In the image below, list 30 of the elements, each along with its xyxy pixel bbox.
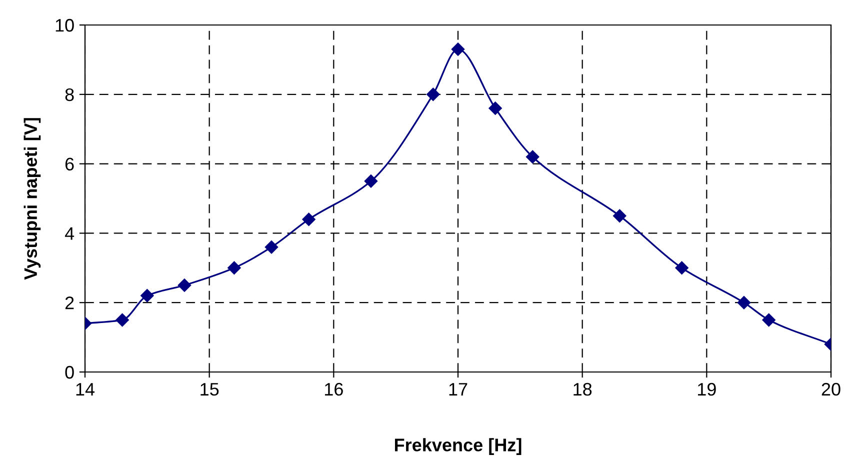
point xyxy=(737,296,751,310)
y-tick-label: 0 xyxy=(65,366,74,379)
y-tick-label: 6 xyxy=(65,158,74,171)
x-tick-label: 19 xyxy=(698,382,716,396)
point xyxy=(426,88,440,101)
point xyxy=(762,313,776,327)
point xyxy=(526,150,540,164)
y-tick-label: 2 xyxy=(65,296,74,310)
point xyxy=(116,313,129,327)
point xyxy=(364,174,378,188)
x-tick-label: 15 xyxy=(200,383,219,396)
point xyxy=(488,102,502,115)
x-axis-title: Frekvence [Hz] xyxy=(394,438,522,455)
x-tick-label: 20 xyxy=(822,382,840,396)
point xyxy=(264,240,278,254)
y-tick-label: 10 xyxy=(56,18,74,32)
point xyxy=(302,212,316,226)
point xyxy=(228,261,241,274)
x-tick-label: 16 xyxy=(325,382,343,396)
y-tick-label: 4 xyxy=(64,227,74,240)
y-tick-label: 8 xyxy=(65,88,74,102)
y-axis-title: Vystupni napeti [V] xyxy=(24,118,41,280)
point xyxy=(675,261,688,274)
point xyxy=(451,42,465,56)
x-tick-label: 18 xyxy=(574,382,592,396)
x-tick-label: 14 xyxy=(76,383,95,396)
x-tick-label: 17 xyxy=(449,383,468,396)
point xyxy=(140,289,154,302)
point xyxy=(178,278,192,292)
point xyxy=(613,209,626,222)
